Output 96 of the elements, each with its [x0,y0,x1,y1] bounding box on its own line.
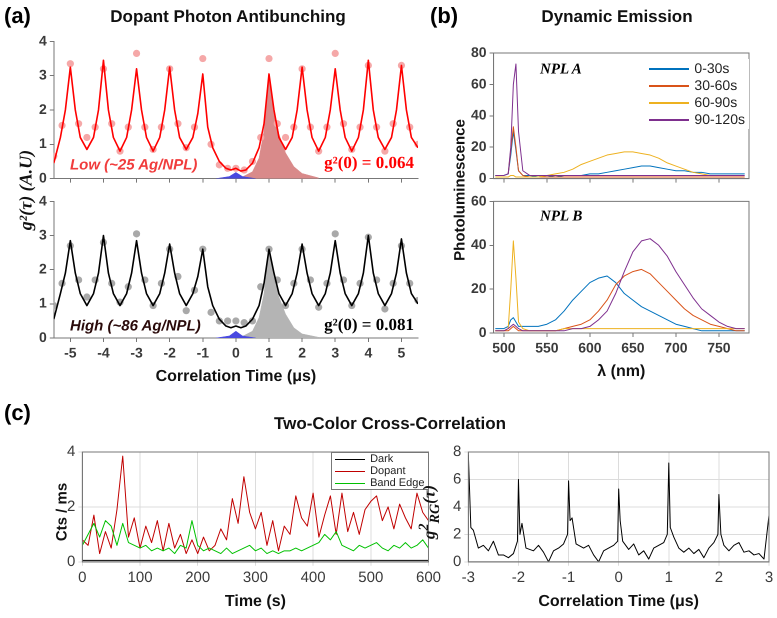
legend-label: 0-30s [694,60,730,76]
annotation: g²(0) = 0.081 [324,315,414,335]
y-tick-label: 0 [38,169,47,186]
x-tick-label: 4 [364,344,372,360]
x-tick-label: 500 [492,339,516,356]
x-tick-label: 550 [535,339,559,356]
x-tick-label: 750 [707,339,731,356]
point [66,60,74,68]
point [207,308,215,316]
annotation: g²(0) = 0.064 [324,153,414,173]
y-tick-label: 0 [478,324,487,340]
y-axis-title: Photoluminescence [452,119,468,261]
x-tick-label: -2 [512,568,526,586]
text: (c) [4,400,31,426]
x-tick-label: 2 [714,568,724,586]
x-tick-label: -1 [562,568,576,586]
legend-label: Dark [370,453,394,465]
point [282,134,290,142]
y-tick-label: 4 [67,443,76,460]
y-tick-label: 20 [470,280,487,296]
point [332,50,339,58]
x-tick-label: -3 [462,568,476,586]
y-tick-label: 4 [453,498,462,516]
x-tick-label: -3 [130,344,143,360]
x-tick-label: 200 [185,568,210,586]
y-tick-label: 60 [470,75,487,92]
x-tick-label: 2 [298,344,306,360]
y-tick-label: 3 [38,66,47,83]
y-tick-label: 2 [453,525,462,542]
point [224,317,232,325]
text: (b) [430,3,458,29]
x-tick-label: 3 [764,568,774,586]
point [83,134,90,142]
x-tick-label: 700 [664,339,688,356]
point [381,305,388,313]
x-axis-title: λ (nm) [597,362,646,380]
x-tick-label: 1 [664,568,673,586]
x-tick-label: 650 [621,339,645,356]
x-tick-label: 500 [358,568,384,586]
y-tick-label: 20 [470,138,487,154]
x-tick-label: 0 [78,568,87,586]
x-tick-label: 5 [398,344,406,360]
x-tick-label: 300 [242,568,268,586]
point [265,54,273,62]
annotation: NPL A [540,62,582,78]
y-axis-title: g²(τ) (A.U) [16,150,36,230]
chart-title: Two-Color Cross-Correlation [274,414,506,434]
y-tick-label: 40 [470,106,487,123]
legend-label: 60-90s [694,94,738,110]
x-axis-title: Correlation Time (μs) [156,368,316,385]
point [199,54,206,62]
legend-label: Dopant [370,465,406,477]
point [132,230,140,238]
x-tick-label: 1 [265,344,274,360]
chart-title: Dynamic Emission [541,7,693,27]
y-tick-label: 8 [453,443,462,460]
point [83,293,90,301]
x-tick-label: 100 [128,568,153,586]
annotation: High (~86 Ag/NPL) [70,318,201,334]
legend-label: 30-60s [694,77,738,93]
x-axis-title: Correlation Time (μs) [538,592,699,610]
y-tick-label: 4 [38,32,47,48]
y-tick-label: 40 [470,236,487,252]
point [132,50,140,58]
text: (a) [4,3,31,29]
x-tick-label: 0 [614,568,623,586]
x-tick-label: 600 [578,339,602,356]
chart-title: Dopant Photon Antibunching [110,7,346,27]
x-tick-label: 400 [300,568,326,586]
y-tick-label: 0 [453,552,462,570]
y-tick-label: 2 [38,260,47,277]
x-tick-label: -5 [64,344,77,360]
legend-label: 90-120s [694,111,745,127]
y-tick-label: 1 [38,135,47,152]
point [232,317,240,325]
y-tick-label: 6 [453,470,462,488]
x-tick-label: 3 [331,344,340,360]
y-tick-label: 0 [67,552,76,570]
x-tick-label: -1 [196,344,210,360]
annotation: Low (~25 Ag/NPL) [70,156,198,174]
point [182,307,190,314]
y-tick-label: 0 [478,169,487,186]
x-tick-label: -4 [97,344,110,360]
x-tick-label: -2 [163,344,176,360]
x-tick-label: 0 [232,344,240,360]
y-tick-label: 3 [38,226,47,242]
y-tick-label: 80 [470,44,487,60]
y-tick-label: 2 [38,100,47,117]
x-tick-label: 600 [416,568,441,586]
point [332,230,339,238]
y-tick-label: 4 [38,192,47,208]
y-tick-label: 1 [38,294,47,311]
y-tick-label: 60 [470,192,487,208]
x-axis-title: Time (s) [224,592,286,610]
annotation: NPL B [540,208,582,226]
y-tick-label: 0 [38,328,47,345]
